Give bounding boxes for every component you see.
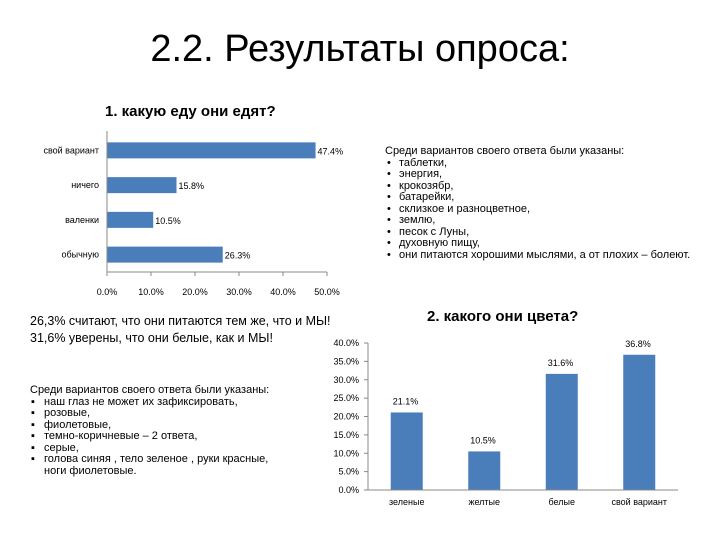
- category-label: свой вариант: [43, 145, 99, 155]
- bar-3: [623, 354, 656, 490]
- y-tick-label: 15.0%: [333, 430, 359, 440]
- category-label: обычную: [61, 250, 99, 260]
- data-label: 21.1%: [393, 396, 419, 406]
- x-tick-label: 10.0%: [138, 287, 164, 297]
- y-tick-label: 25.0%: [333, 393, 359, 403]
- category-label: свой вариант: [611, 497, 667, 507]
- x-tick-label: 20.0%: [182, 287, 208, 297]
- color-custom-answers: Среди вариантов своего ответа были указа…: [30, 384, 285, 478]
- y-tick-label: 10.0%: [333, 448, 359, 458]
- food-custom-answers: Среди вариантов своего ответа были указа…: [385, 145, 705, 262]
- category-label: зеленые: [389, 497, 424, 507]
- color-notes-list: наш глаз не может их зафиксировать,розов…: [30, 396, 285, 478]
- x-tick-label: 40.0%: [270, 287, 296, 297]
- chart2-title: 2. какого они цвета?: [427, 308, 579, 325]
- food-note-item: крокозябр,: [385, 180, 705, 193]
- food-note-item: таблетки,: [385, 157, 705, 170]
- bar-2: [107, 211, 154, 228]
- bar-0: [107, 142, 316, 159]
- food-notes-list: таблетки,энергия,крокозябр,батарейки,скл…: [385, 157, 705, 262]
- y-tick-label: 35.0%: [333, 356, 359, 366]
- category-label: ничего: [71, 180, 99, 190]
- x-tick-label: 50.0%: [314, 287, 340, 297]
- x-tick-label: 0.0%: [97, 287, 118, 297]
- data-label: 26.3%: [225, 251, 251, 261]
- color-note-item: голова синяя , тело зеленое , руки красн…: [30, 453, 285, 477]
- data-label: 47.4%: [318, 146, 344, 156]
- color-note-item: фиолетовые,: [30, 419, 285, 432]
- y-tick-label: 40.0%: [333, 338, 359, 348]
- bar-3: [107, 246, 223, 263]
- food-note-item: склизкое и разноцветное,: [385, 203, 705, 216]
- food-note-item: песок с Луны,: [385, 226, 705, 239]
- food-note-item: духовную пищу,: [385, 237, 705, 250]
- food-note-item: энергия,: [385, 168, 705, 181]
- bar-1: [468, 451, 501, 490]
- y-tick-label: 20.0%: [333, 412, 359, 422]
- food-note-item: они питаются хорошими мыслями, а от плох…: [385, 249, 705, 262]
- stat-food: 26,3% считают, что они питаются тем же, …: [30, 314, 331, 328]
- y-tick-label: 0.0%: [338, 485, 359, 495]
- bar-0: [390, 412, 423, 490]
- category-label: валенки: [65, 215, 99, 225]
- food-notes-heading: Среди вариантов своего ответа были указа…: [385, 145, 625, 157]
- color-note-item: серые,: [30, 442, 285, 455]
- color-note-item: розовые,: [30, 407, 285, 420]
- stat-color: 31,6% уверены, что они белые, как и МЫ!: [30, 331, 273, 345]
- y-tick-label: 30.0%: [333, 375, 359, 385]
- bar-1: [107, 177, 177, 194]
- color-notes-heading: Среди вариантов своего ответа были указа…: [30, 384, 270, 396]
- color-note-item: темно-коричневые – 2 ответа,: [30, 430, 285, 443]
- data-label: 15.8%: [179, 181, 205, 191]
- slide-title: 2.2. Результаты опроса:: [150, 28, 570, 70]
- data-label: 36.8%: [625, 339, 651, 349]
- category-label: желтые: [468, 497, 500, 507]
- x-tick-label: 30.0%: [226, 287, 252, 297]
- data-label: 31.6%: [548, 358, 574, 368]
- food-note-item: землю,: [385, 214, 705, 227]
- category-label: белые: [549, 497, 576, 507]
- data-label: 10.5%: [470, 435, 496, 445]
- color-note-item: наш глаз не может их зафиксировать,: [30, 396, 285, 409]
- chart1-title: 1. какую еду они едят?: [105, 103, 276, 120]
- food-note-item: батарейки,: [385, 191, 705, 204]
- bar-2: [545, 373, 578, 490]
- data-label: 10.5%: [155, 216, 181, 226]
- y-tick-label: 5.0%: [338, 467, 359, 477]
